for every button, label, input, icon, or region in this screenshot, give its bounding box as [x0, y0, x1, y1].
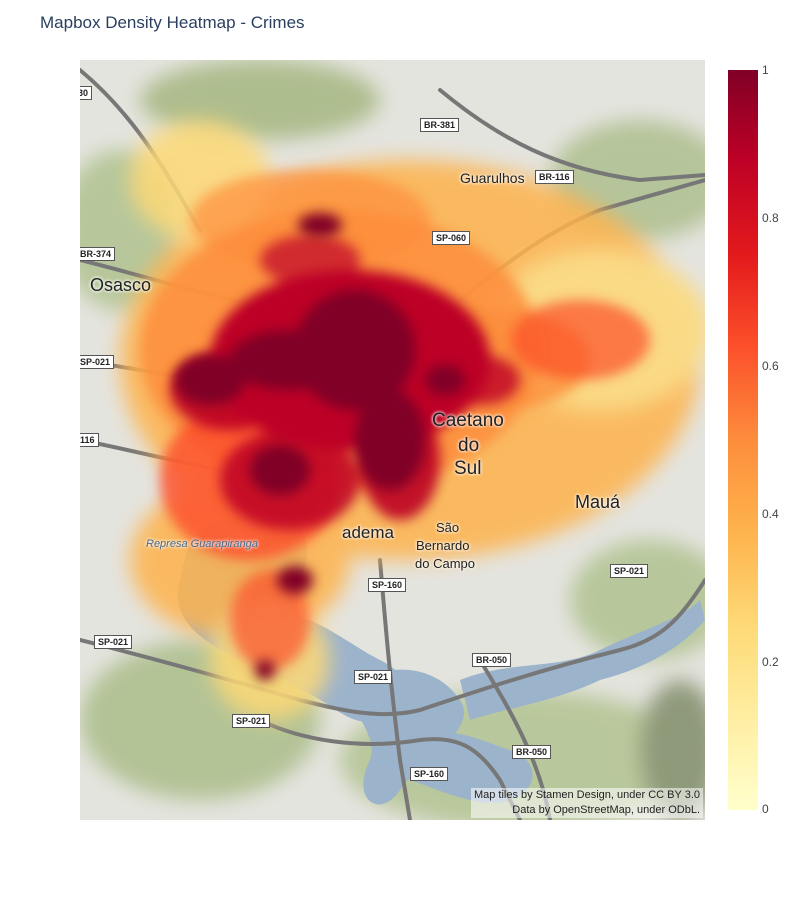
shield-sp060: SP-060 [432, 231, 471, 245]
map-attribution[interactable]: Map tiles by Stamen Design, under CC BY … [470, 788, 703, 818]
shield-br050-b: BR-050 [512, 745, 552, 759]
colorbar-tick-0.8: 0.8 [762, 211, 779, 225]
shield-sp160-a: SP-160 [368, 578, 407, 592]
colorbar-tick-0.4: 0.4 [762, 507, 779, 521]
shield-sp021-e: SP-021 [610, 564, 649, 578]
colorbar-tick-1: 1 [762, 63, 769, 77]
place-do-campo: do Campo [415, 556, 475, 571]
colorbar [728, 70, 758, 810]
shield-116-w: 116 [80, 433, 99, 447]
shield-sp160-b: SP-160 [410, 767, 449, 781]
map-area[interactable]: Osasco Guarulhos Caetano do Sul Mauá ade… [80, 60, 705, 820]
place-osasco: Osasco [90, 275, 152, 295]
place-maua: Mauá [575, 492, 621, 512]
shield-br050-a: BR-050 [472, 653, 512, 667]
chart-title: Mapbox Density Heatmap - Crimes [40, 13, 305, 32]
shield-br116: BR-116 [535, 170, 574, 184]
place-guarulhos: Guarulhos [460, 170, 525, 186]
shield-br374: BR-374 [80, 247, 116, 261]
colorbar-tick-0.2: 0.2 [762, 655, 779, 669]
map-svg[interactable] [80, 60, 705, 820]
shield-30: 30 [80, 86, 93, 100]
attribution-tiles[interactable]: Map tiles by Stamen Design, under CC BY … [473, 789, 700, 801]
attribution-data[interactable]: Data by OpenStreetMap, under ODbL. [512, 804, 700, 816]
place-caetano: Caetano [432, 410, 504, 431]
place-represa: Represa Guarapiranga [146, 538, 258, 550]
terrain-layer [80, 60, 705, 820]
place-do: do [458, 435, 480, 456]
shield-sp021-sw: SP-021 [94, 635, 133, 649]
density-heatmap [120, 120, 705, 720]
shield-sp021-s: SP-021 [354, 670, 393, 684]
place-bernardo: Bernardo [416, 538, 470, 553]
colorbar-tick-0.6: 0.6 [762, 359, 779, 373]
place-sao: São [436, 520, 460, 535]
place-diadema: adema [342, 523, 394, 542]
shield-br381: BR-381 [420, 118, 460, 132]
shield-sp021-w: SP-021 [80, 355, 115, 369]
shield-sp021-ss: SP-021 [232, 714, 271, 728]
place-sul: Sul [454, 458, 482, 479]
colorbar-tick-0: 0 [762, 802, 769, 816]
